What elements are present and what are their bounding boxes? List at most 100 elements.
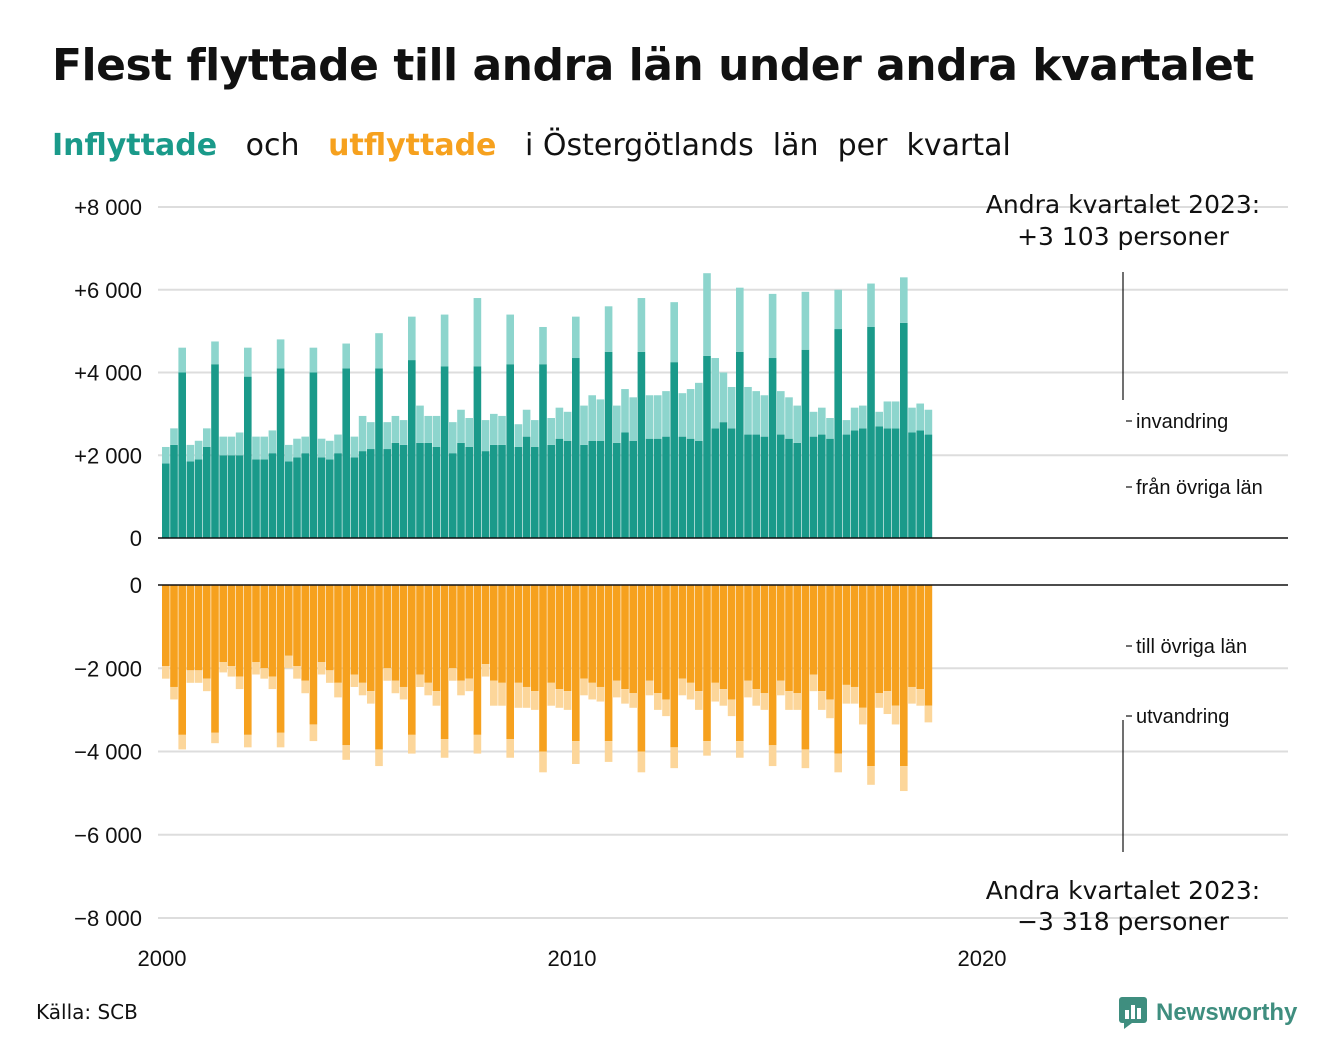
- bar-out-emigration: [301, 680, 309, 694]
- bar-in-immigration: [514, 424, 523, 447]
- bar-out-domestic: [744, 585, 752, 681]
- bar-in-domestic: [850, 430, 859, 538]
- bar-in-domestic: [580, 444, 588, 538]
- bar-out-domestic: [563, 585, 572, 692]
- bar-out-emigration: [449, 668, 457, 681]
- bar-in-immigration: [317, 438, 326, 458]
- bar-out-emigration: [531, 691, 539, 710]
- bar-out-emigration: [883, 691, 892, 715]
- bar-out-emigration: [473, 734, 482, 754]
- segment-label-out-domestic: till övriga län: [1136, 636, 1247, 658]
- bar-in-immigration: [211, 341, 219, 365]
- bar-out-emigration: [178, 734, 186, 750]
- bar-in-immigration: [162, 446, 170, 464]
- bar-in-domestic: [285, 461, 293, 538]
- bar-in-domestic: [457, 442, 465, 538]
- bar-in-domestic: [514, 446, 523, 538]
- bar-out-emigration: [260, 668, 268, 679]
- bar-out-emigration: [908, 686, 916, 704]
- bar-in-immigration: [588, 395, 596, 441]
- bar-out-domestic: [621, 585, 629, 690]
- bar-in-domestic: [826, 438, 834, 538]
- bar-out-emigration: [514, 682, 523, 708]
- bar-in-immigration: [801, 291, 810, 350]
- bar-in-immigration: [522, 409, 531, 437]
- bar-out-domestic: [875, 585, 883, 694]
- bar-in-immigration: [227, 436, 236, 456]
- bar-in-immigration: [637, 298, 646, 352]
- bar-out-emigration: [654, 693, 662, 710]
- bar-out-domestic: [629, 585, 637, 694]
- bar-in-immigration: [752, 391, 760, 435]
- bar-in-domestic: [604, 351, 613, 538]
- bar-out-domestic: [244, 585, 252, 735]
- bar-in-domestic: [572, 358, 580, 538]
- bar-out-emigration: [326, 670, 334, 683]
- bar-out-emigration: [916, 689, 924, 706]
- bar-in-domestic: [375, 368, 383, 538]
- bar-in-domestic: [408, 360, 416, 538]
- bar-out-emigration: [547, 682, 555, 706]
- bar-in-immigration: [777, 391, 785, 435]
- bar-out-domestic: [703, 585, 711, 742]
- bar-out-domestic: [399, 585, 408, 687]
- bar-out-domestic: [686, 585, 695, 683]
- bar-out-domestic: [842, 585, 851, 685]
- bar-in-domestic: [768, 358, 777, 538]
- bar-in-domestic: [449, 453, 457, 538]
- bar-in-domestic: [596, 440, 605, 538]
- bar-out-domestic: [580, 585, 588, 679]
- bar-in-domestic: [801, 349, 810, 538]
- bar-out-emigration: [268, 676, 277, 690]
- bar-out-domestic: [285, 585, 293, 656]
- bar-in-domestic: [703, 355, 711, 538]
- bar-out-domestic: [654, 585, 662, 694]
- bar-in-immigration: [875, 411, 883, 427]
- bar-out-domestic: [818, 585, 826, 692]
- bar-in-immigration: [719, 372, 728, 423]
- x-tick-label: 2010: [548, 946, 597, 971]
- bar-out-emigration: [760, 693, 769, 710]
- bar-in-domestic: [900, 322, 908, 538]
- bar-in-immigration: [572, 316, 580, 359]
- bar-in-domestic: [358, 451, 367, 538]
- bar-in-immigration: [867, 283, 875, 327]
- bar-out-domestic: [727, 585, 736, 700]
- bar-in-domestic: [736, 351, 744, 538]
- bar-in-immigration: [449, 422, 457, 454]
- bar-out-emigration: [604, 741, 613, 762]
- bar-in-domestic: [695, 440, 703, 538]
- bar-out-domestic: [539, 585, 547, 752]
- x-tick-label: 2020: [958, 946, 1007, 971]
- bar-out-domestic: [826, 585, 834, 700]
- bar-out-domestic: [859, 585, 867, 708]
- bar-out-domestic: [695, 585, 703, 692]
- bar-out-domestic: [801, 585, 810, 750]
- bar-out-domestic: [203, 585, 211, 679]
- annotation-bottom-line2: −3 318 personer: [1017, 907, 1230, 936]
- bar-in-immigration: [424, 415, 432, 443]
- bar-out-emigration: [235, 676, 244, 690]
- bar-out-emigration: [285, 655, 293, 669]
- subtitle-utflyttade: utflyttade: [328, 128, 497, 163]
- bar-in-domestic: [686, 438, 695, 538]
- bar-in-immigration: [268, 430, 277, 454]
- bar-in-domestic: [416, 442, 424, 538]
- bar-in-immigration: [703, 273, 711, 356]
- annotation-top-line2: +3 103 personer: [1017, 222, 1230, 251]
- bar-out-domestic: [178, 585, 186, 735]
- bar-out-domestic: [334, 585, 342, 683]
- bar-in-immigration: [891, 401, 900, 429]
- bar-out-emigration: [399, 686, 408, 700]
- bar-in-immigration: [186, 444, 195, 462]
- bar-in-domestic: [473, 366, 482, 538]
- bar-out-domestic: [645, 585, 654, 681]
- bar-in-immigration: [727, 386, 736, 429]
- bar-out-emigration: [645, 680, 654, 696]
- chart-title: Flest flyttade till andra län under andr…: [52, 40, 1254, 91]
- bar-in-immigration: [883, 401, 892, 429]
- bar-out-domestic: [867, 585, 875, 767]
- bar-out-domestic: [908, 585, 916, 687]
- bar-out-emigration: [186, 670, 195, 683]
- bar-in-domestic: [662, 436, 670, 538]
